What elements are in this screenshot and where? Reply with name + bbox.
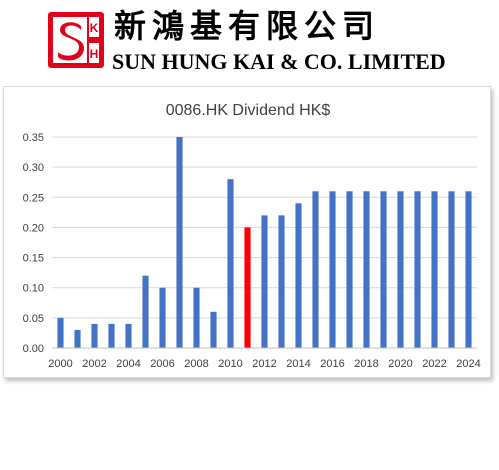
bar-2014 — [295, 203, 302, 348]
bar-2013 — [278, 215, 285, 348]
bar-2009 — [210, 311, 217, 348]
x-tick-label: 2004 — [116, 358, 140, 370]
y-tick-label: 0.00 — [23, 343, 44, 355]
bar-2002 — [91, 323, 98, 348]
company-english-name: SUN HUNG KAI & CO. LIMITED — [112, 49, 446, 74]
logo-s-shape — [58, 22, 84, 61]
x-tick-label: 2000 — [48, 358, 72, 370]
x-axis-tick-labels: 2000 2002 2004 2006 2008 2010 2012 2014 2016 2018… — [48, 358, 480, 370]
bar-2004 — [125, 323, 132, 348]
bar-2017 — [346, 191, 353, 348]
sun-hung-kai-logo: K H — [48, 12, 104, 68]
logo-letter-k: K — [90, 21, 99, 35]
y-tick-label: 0.30 — [23, 162, 44, 174]
bar-2000 — [57, 317, 64, 348]
bar-2023 — [448, 191, 455, 348]
x-tick-label: 2024 — [456, 358, 480, 370]
y-axis-tick-labels: 0.00 0.05 0.10 0.15 0.20 0.25 0.30 0.35 — [23, 132, 44, 355]
bar-2008 — [193, 287, 200, 348]
x-tick-label: 2020 — [388, 358, 412, 370]
bar-2007 — [176, 137, 183, 348]
bar-2001 — [74, 329, 81, 348]
bar-2005 — [142, 275, 149, 348]
x-tick-label: 2016 — [320, 358, 344, 370]
x-tick-label: 2012 — [252, 358, 276, 370]
bar-2006 — [159, 287, 166, 348]
bar-2012 — [261, 215, 268, 348]
bar-2019 — [380, 191, 387, 348]
bars — [57, 137, 472, 348]
y-tick-label: 0.20 — [23, 222, 44, 234]
y-tick-label: 0.05 — [23, 313, 44, 325]
bar-2010 — [227, 179, 234, 348]
x-tick-label: 2002 — [82, 358, 106, 370]
x-tick-label: 2018 — [354, 358, 378, 370]
dividend-chart: 0086.HK Dividend HK$ 0.00 0.05 0.10 0.15 0.2… — [3, 86, 491, 378]
bar-2015 — [312, 191, 319, 348]
chart-title: 0086.HK Dividend HK$ — [166, 102, 331, 119]
bar-2022 — [431, 191, 438, 348]
company-chinese-name: 新鴻基有限公司 — [114, 7, 381, 45]
y-tick-label: 0.10 — [23, 283, 44, 295]
x-tick-label: 2022 — [422, 358, 446, 370]
logo-k-panel — [89, 17, 99, 37]
y-tick-label: 0.15 — [23, 253, 44, 265]
logo-h-panel — [89, 43, 99, 63]
bar-2003 — [108, 323, 115, 348]
company-header: K H 新鴻基有限公司 SUN HUNG KAI & CO. LIMITED — [0, 0, 499, 80]
x-tick-label: 2008 — [184, 358, 208, 370]
bar-2021 — [414, 191, 421, 348]
bar-2020 — [397, 191, 404, 348]
bar-2016 — [329, 191, 336, 348]
y-tick-label: 0.35 — [23, 132, 44, 144]
y-tick-label: 0.25 — [23, 192, 44, 204]
x-tick-label: 2006 — [150, 358, 174, 370]
dividend-chart-svg: 0086.HK Dividend HK$ 0.00 0.05 0.10 0.15 0.2… — [23, 102, 481, 370]
bar-2018 — [363, 191, 370, 348]
bar-2011 — [244, 227, 251, 348]
bar-2024 — [465, 191, 472, 348]
logo-letter-h: H — [90, 47, 99, 61]
x-tick-label: 2014 — [286, 358, 310, 370]
x-tick-label: 2010 — [218, 358, 242, 370]
